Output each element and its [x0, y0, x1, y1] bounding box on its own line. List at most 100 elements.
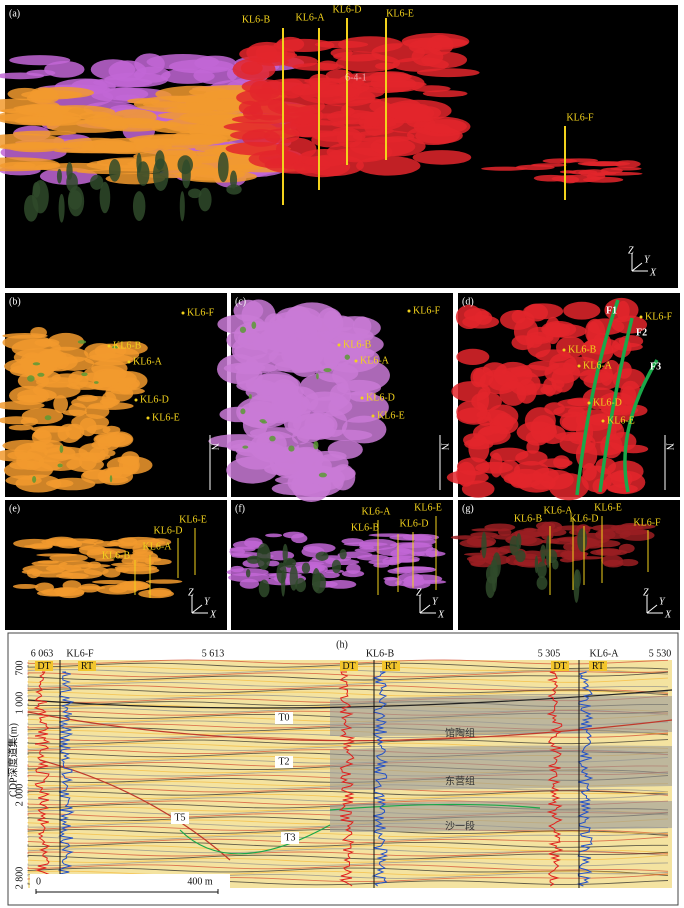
seismic-reflector	[27, 681, 669, 689]
body-blob	[59, 445, 64, 454]
horizon-label: T2	[278, 756, 289, 767]
body-blob	[263, 128, 300, 144]
body-blob	[282, 389, 302, 413]
body-blob	[424, 119, 467, 134]
body-blob	[56, 168, 62, 184]
body-blob	[88, 346, 140, 363]
top-label: KL6-F	[66, 648, 94, 659]
panel-label: (d)	[462, 296, 474, 307]
seismic-reflector	[27, 864, 669, 872]
panel-label: (g)	[462, 503, 474, 514]
body-blob	[249, 80, 273, 102]
log-tag	[340, 661, 358, 671]
body-blob	[248, 394, 252, 399]
body-blob	[0, 449, 36, 462]
body-blob	[108, 585, 128, 593]
body-blob	[477, 416, 493, 426]
body-blob	[66, 172, 78, 192]
body-blob	[0, 144, 58, 151]
body-blob	[568, 169, 598, 175]
top-label: 5 305	[538, 648, 561, 659]
log-tag	[35, 661, 53, 671]
body-blob	[492, 552, 501, 578]
body-blob	[291, 533, 308, 544]
body-blob	[583, 372, 621, 391]
body-blob	[538, 458, 573, 468]
fault-line	[575, 299, 620, 496]
body-blob	[548, 473, 589, 501]
panel-label: (b)	[9, 296, 21, 307]
body-blob	[105, 385, 134, 402]
body-blob	[269, 435, 276, 442]
body-blob	[392, 566, 437, 574]
body-blob	[226, 184, 242, 195]
body-blob	[246, 555, 261, 564]
body-blob	[155, 150, 165, 170]
body-blob	[228, 572, 270, 583]
body-blob	[411, 46, 444, 67]
well-label: KL6-E	[594, 502, 622, 513]
body-blob	[32, 475, 37, 483]
body-blob	[536, 576, 548, 590]
log-tag	[589, 661, 607, 671]
body-blob	[17, 394, 47, 403]
body-blob	[586, 173, 606, 180]
panel-label: (a)	[9, 8, 20, 19]
body-blob	[56, 539, 83, 549]
body-blob	[370, 136, 426, 157]
top-label: 6 063	[31, 648, 54, 659]
body-blob	[265, 533, 283, 538]
body-blob	[356, 554, 389, 561]
axis-letter: Y	[659, 596, 666, 607]
body-blob	[288, 445, 295, 452]
body-blob	[523, 527, 537, 532]
note-label: 6-4-1	[345, 72, 367, 83]
body-blob	[2, 334, 53, 351]
body-blob	[105, 431, 134, 448]
body-blob	[582, 462, 597, 481]
formation-label: 馆陶组	[445, 726, 475, 739]
body-blob	[56, 588, 70, 597]
body-blob	[325, 466, 356, 481]
well-point	[181, 311, 185, 315]
seismic-reflector	[27, 851, 669, 860]
well-label: KL6-E	[377, 410, 405, 421]
seismic-reflector	[27, 791, 669, 799]
body-blob	[481, 531, 487, 559]
body-blob	[233, 299, 264, 322]
well-label: KL6-A	[143, 541, 173, 552]
body-blob	[8, 424, 34, 431]
body-blob	[32, 571, 74, 578]
seismic-reflector	[27, 870, 669, 876]
body-blob	[356, 156, 421, 176]
body-blob	[105, 172, 165, 185]
body-blob	[21, 408, 64, 425]
horizon-tag	[171, 812, 189, 824]
body-blob	[537, 561, 547, 579]
well-label: KL6-A	[362, 506, 392, 517]
horizon-line	[27, 711, 673, 742]
well-label: KL6-F	[566, 112, 594, 123]
well-label: KL6-A	[296, 12, 326, 23]
y-tick-label: 2 800	[14, 867, 25, 890]
horizon-tag	[275, 712, 293, 724]
well-label: KL6-D	[400, 518, 429, 529]
well-label: KL6-D	[366, 392, 395, 403]
body-blob	[563, 550, 587, 561]
body-blob	[99, 181, 111, 214]
axis-letter: X	[437, 609, 445, 620]
horizon-tag	[281, 832, 299, 844]
body-blob	[336, 128, 363, 148]
body-blob	[44, 446, 88, 460]
body-blob	[83, 566, 109, 575]
fault-label: F3	[650, 361, 661, 372]
body-blob	[341, 99, 396, 120]
body-blob	[503, 472, 525, 485]
axis-letter: Z	[188, 587, 194, 598]
body-blob	[539, 425, 567, 445]
body-blob	[258, 149, 300, 166]
body-blob	[118, 566, 160, 575]
body-blob	[466, 555, 497, 563]
body-blob	[132, 548, 154, 557]
body-blob	[559, 158, 599, 163]
